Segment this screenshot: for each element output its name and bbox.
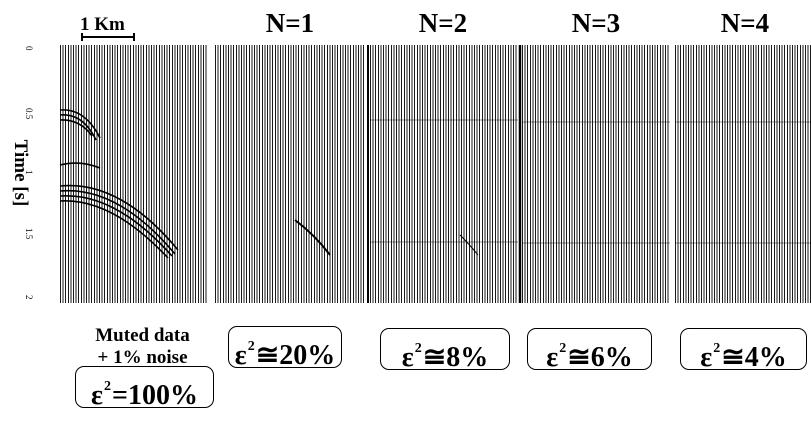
error-box: ε2≅8% <box>380 328 510 370</box>
figure: 1 Km N=1 N=2 N=3 N=4 Time [s] 0 0.5 1 1.… <box>0 0 811 441</box>
tick-label: 1 <box>24 170 34 175</box>
exponent: 2 <box>559 341 566 356</box>
tick-label: 0.5 <box>24 108 34 119</box>
value: =100% <box>112 380 198 411</box>
value: ≅20% <box>256 340 335 371</box>
tick-label: 1.5 <box>24 228 34 239</box>
tick-label: 2 <box>24 295 34 300</box>
symbol: ε <box>235 340 247 371</box>
exponent: 2 <box>104 379 111 394</box>
symbol: ε <box>546 342 558 373</box>
value: ≅8% <box>423 342 488 373</box>
caption-line: Muted data <box>70 325 215 347</box>
panel-title: N=3 <box>536 8 656 39</box>
input-caption: Muted data + 1% noise <box>70 325 215 369</box>
symbol: ε <box>402 342 414 373</box>
panel-title: N=1 <box>230 8 350 39</box>
symbol: ε <box>91 380 103 411</box>
exponent: 2 <box>415 341 422 356</box>
value: ≅4% <box>721 342 786 373</box>
symbol: ε <box>700 342 712 373</box>
exponent: 2 <box>713 341 720 356</box>
error-box: ε2≅6% <box>527 328 652 370</box>
panel-title: N=2 <box>383 8 503 39</box>
error-box: ε2≅20% <box>228 326 342 368</box>
error-box: ε2≅4% <box>680 328 807 370</box>
panel-title: N=4 <box>685 8 805 39</box>
tick-label: 0 <box>24 46 34 51</box>
exponent: 2 <box>248 339 255 354</box>
error-box: ε2=100% <box>75 366 214 408</box>
value: ≅6% <box>567 342 632 373</box>
